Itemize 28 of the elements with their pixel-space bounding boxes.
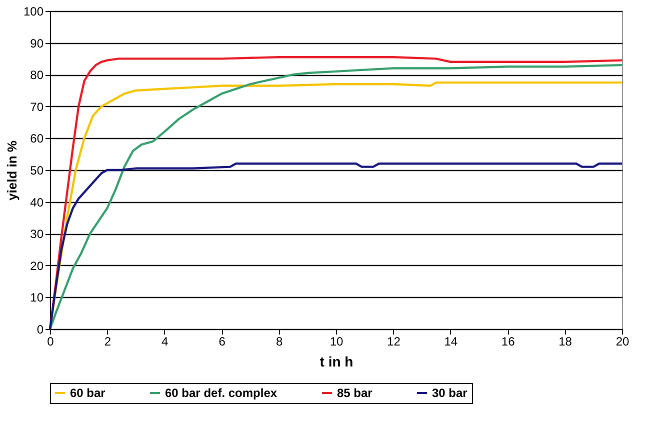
y-tick-label: 70 <box>30 100 44 114</box>
y-tick-label: 100 <box>23 4 44 18</box>
y-tick-label: 40 <box>30 195 44 210</box>
y-tick-label: 80 <box>30 68 44 82</box>
y-tick-label: 60 <box>30 132 44 146</box>
y-tick-label: 50 <box>30 164 44 178</box>
legend-label: 60 bar def. complex <box>165 386 278 400</box>
legend-label: 85 bar <box>337 386 373 400</box>
x-tick-label: 20 <box>616 334 630 348</box>
x-tick-label: 8 <box>276 334 283 348</box>
x-tick-label: 18 <box>558 334 572 348</box>
y-axis-title: yield in % <box>4 140 20 200</box>
y-tick-label: 90 <box>30 36 44 50</box>
x-tick-label: 6 <box>218 334 226 348</box>
x-tick-label: 12 <box>387 334 401 348</box>
y-tick-label: 10 <box>30 290 44 305</box>
y-tick-label: 20 <box>30 258 44 273</box>
legend-label: 30 bar <box>432 386 468 400</box>
legend-label: 60 bar <box>70 386 106 400</box>
x-tick-label: 4 <box>162 334 169 348</box>
y-tick-label: 0 <box>36 322 44 336</box>
y-tick-label: 30 <box>30 227 44 242</box>
x-tick-label: 14 <box>444 334 458 348</box>
x-tick-label: 2 <box>104 334 112 348</box>
x-axis-title: t in h <box>320 354 354 370</box>
x-tick-label: 0 <box>47 334 54 348</box>
x-tick-label: 16 <box>501 334 516 348</box>
x-tick-label: 10 <box>330 334 344 348</box>
